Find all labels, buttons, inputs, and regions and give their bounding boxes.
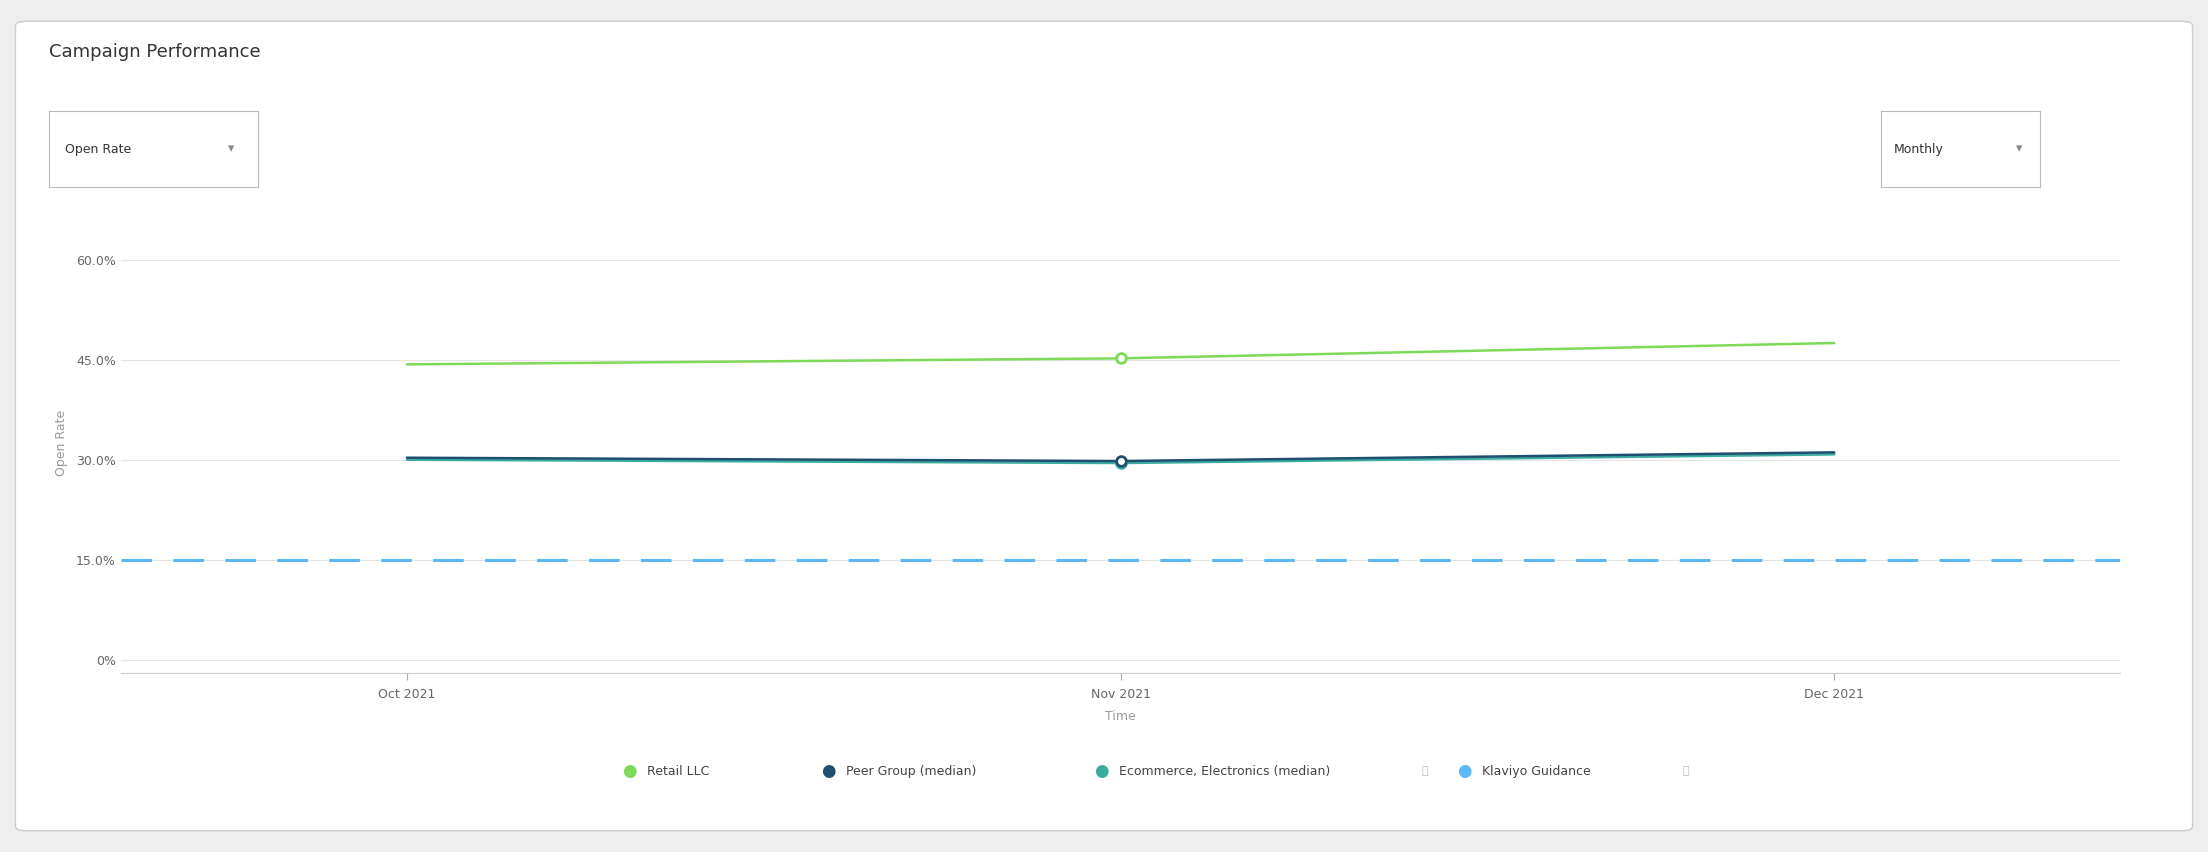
Text: ⓘ: ⓘ <box>1422 766 1429 776</box>
Text: Klaviyo Guidance: Klaviyo Guidance <box>1482 764 1590 778</box>
Text: ●: ● <box>1095 762 1108 780</box>
Y-axis label: Open Rate: Open Rate <box>55 410 68 476</box>
Text: ●: ● <box>623 762 636 780</box>
Text: ▾: ▾ <box>227 142 234 156</box>
Text: ●: ● <box>1457 762 1471 780</box>
Text: Monthly: Monthly <box>1894 142 1943 156</box>
Text: ●: ● <box>821 762 835 780</box>
Text: ▾: ▾ <box>2016 142 2023 156</box>
Text: Campaign Performance: Campaign Performance <box>49 43 261 60</box>
Text: ⓘ: ⓘ <box>1682 766 1689 776</box>
Text: Peer Group (median): Peer Group (median) <box>846 764 976 778</box>
Text: Ecommerce, Electronics (median): Ecommerce, Electronics (median) <box>1119 764 1331 778</box>
X-axis label: Time: Time <box>1106 710 1135 722</box>
Text: Open Rate: Open Rate <box>66 142 132 156</box>
Text: Retail LLC: Retail LLC <box>647 764 709 778</box>
